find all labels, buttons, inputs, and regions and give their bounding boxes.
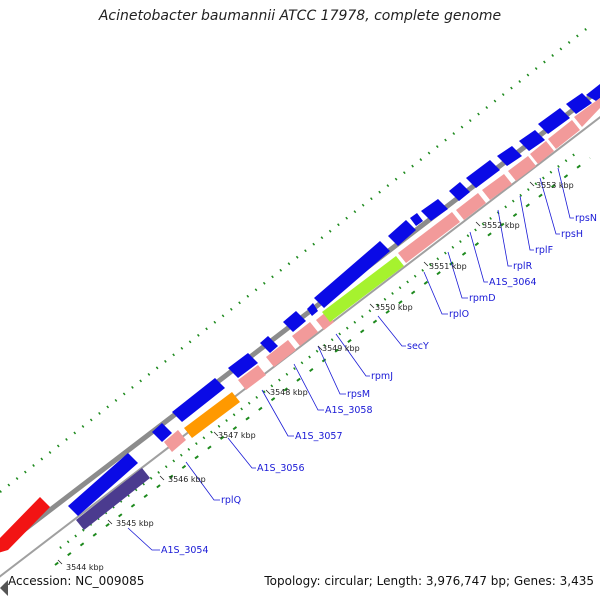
cds-forward[interactable] (228, 353, 258, 378)
tick-label: 3546 kbp (168, 475, 206, 484)
cds-forward[interactable] (466, 160, 500, 188)
tick-label: 3553 kbp (536, 181, 574, 190)
gene-label-A1S_3057[interactable]: A1S_3057 (295, 431, 343, 442)
scale-labels: 3544 kbp 3545 kbp 3546 kbp 3547 kbp 3548… (66, 181, 574, 572)
tick-label: 3545 kbp (116, 519, 154, 528)
gene-label-rpsN[interactable]: rpsN (575, 213, 597, 224)
tick-label: 3550 kbp (375, 303, 413, 312)
cds-reverse[interactable] (574, 98, 600, 127)
cds-A1S_3057[interactable] (184, 392, 240, 438)
gene-label-A1S_3054[interactable]: A1S_3054 (161, 545, 209, 556)
cds-forward[interactable] (566, 93, 592, 114)
tick-label: 3548 kbp (270, 388, 308, 397)
cds-forward[interactable] (421, 199, 448, 221)
cds-A1S_3054[interactable] (76, 468, 150, 530)
cds-reverse[interactable] (508, 156, 536, 181)
gene-label-A1S_3056[interactable]: A1S_3056 (257, 463, 305, 474)
gene-label-rpmJ[interactable]: rpmJ (371, 371, 393, 382)
cds-forward[interactable] (586, 84, 600, 101)
tick-label: 3549 kbp (322, 344, 360, 353)
gene-label-rplO[interactable]: rplO (449, 309, 469, 320)
cds-forward[interactable] (519, 130, 545, 151)
scale-ticks (57, 181, 535, 565)
cds-reverse[interactable] (548, 120, 580, 149)
cds-forward[interactable] (449, 182, 470, 201)
map-title: Acinetobacter baumannii ATCC 17978, comp… (98, 8, 502, 24)
gene-label-rpmD[interactable]: rpmD (469, 293, 496, 304)
cds-forward[interactable] (497, 146, 522, 166)
cds-reverse[interactable] (164, 430, 186, 452)
tick-label: 3551 kbp (429, 262, 467, 271)
tick-label: 3544 kbp (66, 563, 104, 572)
leader-lines (127, 167, 574, 551)
tick-label: 3552 kbp (482, 221, 520, 230)
cds-red[interactable] (0, 497, 50, 553)
forward-cds-track (68, 84, 600, 516)
cds-reverse[interactable] (530, 141, 554, 164)
cds-reverse[interactable] (266, 340, 296, 367)
cds-forward[interactable] (538, 108, 570, 134)
cds-forward[interactable] (172, 378, 225, 422)
cds-reverse[interactable] (398, 212, 460, 263)
cds-secY[interactable] (322, 256, 404, 322)
cds-forward[interactable] (314, 241, 390, 308)
cds-reverse[interactable] (238, 365, 266, 390)
cds-forward[interactable] (260, 336, 278, 353)
accession-label: Accession: NC_009085 (8, 574, 145, 588)
cds-reverse[interactable] (456, 193, 486, 220)
gene-labels: A1S_3054 rplQ A1S_3056 A1S_3057 A1S_3058… (161, 213, 597, 556)
gc-dashes-tick (54, 157, 591, 566)
gene-label-rpsM[interactable]: rpsM (347, 389, 370, 400)
gene-label-rplQ[interactable]: rplQ (221, 495, 241, 506)
cds-reverse[interactable] (292, 322, 318, 346)
navigation-arrow-icon[interactable] (0, 580, 8, 596)
cds-reverse[interactable] (482, 174, 512, 200)
gene-label-rplR[interactable]: rplR (513, 261, 533, 272)
tick-label: 3547 kbp (218, 431, 256, 440)
gene-label-A1S_3058[interactable]: A1S_3058 (325, 405, 373, 416)
genome-stats-label: Topology: circular; Length: 3,976,747 bp… (264, 574, 594, 588)
cds-forward[interactable] (152, 423, 172, 442)
gene-label-rpsH[interactable]: rpsH (561, 229, 583, 240)
cds-forward[interactable] (388, 220, 416, 246)
backbone-inner (0, 116, 600, 578)
cds-forward[interactable] (68, 453, 138, 516)
cds-forward[interactable] (410, 213, 423, 226)
gene-label-A1S_3064[interactable]: A1S_3064 (489, 277, 537, 288)
cds-forward[interactable] (283, 311, 306, 332)
gene-label-secY[interactable]: secY (407, 341, 429, 352)
reverse-cds-track (164, 98, 600, 452)
gc-dots-inner (59, 149, 581, 549)
cds-forward[interactable] (307, 303, 318, 316)
gene-label-rplF[interactable]: rplF (535, 245, 553, 256)
gc-dots-outer (0, 25, 591, 493)
